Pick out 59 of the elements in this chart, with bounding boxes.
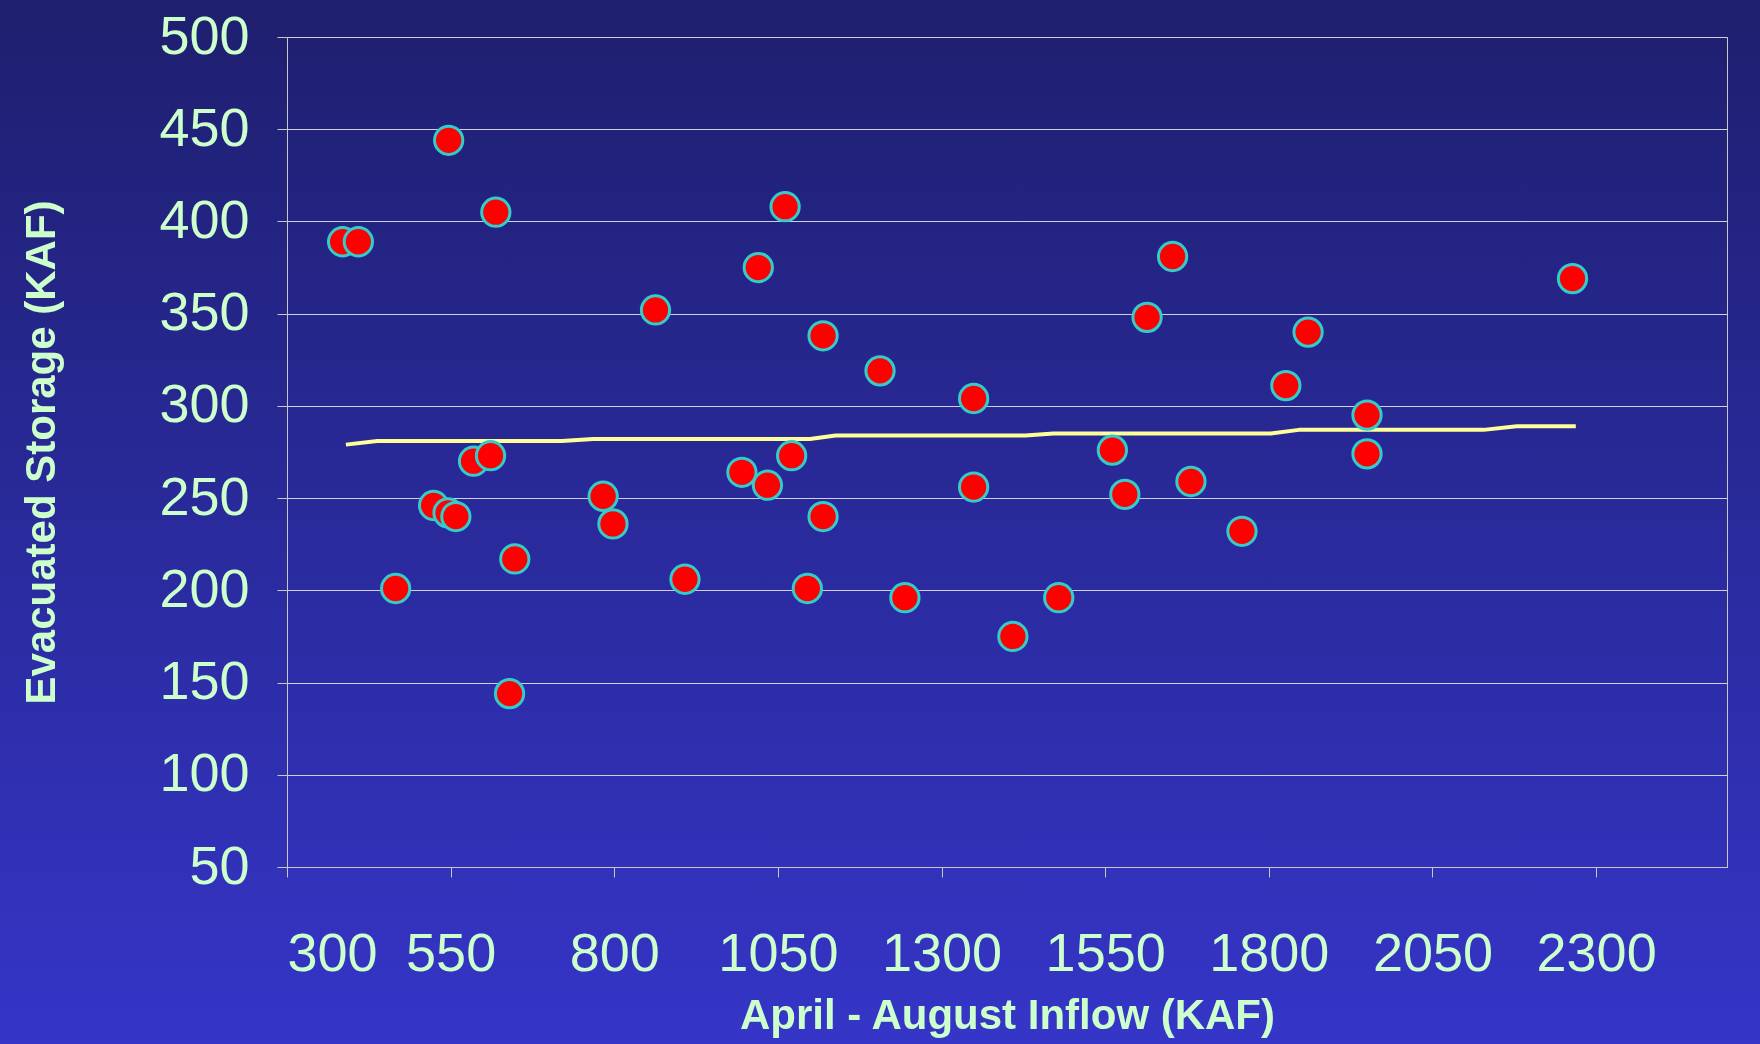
point (1043, 582, 1075, 614)
point (1131, 301, 1163, 333)
x-tick-label: 550 (406, 921, 497, 982)
point (1556, 263, 1589, 295)
y-tick-label: 100 (159, 742, 250, 803)
point (769, 191, 801, 223)
line-series (343, 424, 1578, 447)
point (726, 456, 758, 488)
point (889, 582, 921, 614)
x-tick-label: 1300 (881, 921, 1003, 982)
y-tick-label: 450 (159, 96, 250, 157)
y-tick-label: 150 (159, 650, 250, 711)
point (499, 543, 531, 575)
point (342, 226, 374, 258)
point (474, 440, 507, 472)
point (1109, 478, 1141, 511)
x-tick-label: 1800 (1209, 921, 1330, 982)
point (669, 563, 701, 595)
y-tick-label: 400 (159, 188, 250, 249)
x-tick-label: 800 (569, 921, 660, 982)
point (587, 480, 619, 512)
point (776, 440, 808, 472)
point (791, 572, 824, 605)
x-tick-label: 2050 (1372, 921, 1494, 982)
y-tick-label: 250 (159, 465, 250, 526)
y-tick-label: 200 (159, 557, 250, 618)
point (1270, 369, 1302, 402)
point (433, 124, 465, 156)
point (380, 572, 412, 605)
point (751, 469, 784, 501)
point (480, 196, 512, 228)
point (742, 251, 774, 284)
point (957, 382, 990, 415)
point (1351, 438, 1383, 470)
y-axis-title: Evacuated Storage (KAF) (17, 200, 65, 705)
point (493, 678, 526, 710)
point (807, 320, 839, 352)
y-tick-label: 500 (159, 4, 250, 65)
point (440, 500, 472, 533)
point (997, 620, 1029, 653)
point (957, 471, 990, 503)
point (1292, 316, 1324, 348)
x-axis-title: April - August Inflow (KAF) (739, 990, 1276, 1038)
point (1156, 240, 1189, 273)
y-tick-label: 50 (189, 834, 250, 895)
point (639, 294, 672, 326)
x-tick-label: 1050 (718, 921, 839, 982)
point (1175, 465, 1207, 498)
x-tick-label: 300 (287, 921, 378, 982)
point (807, 500, 839, 533)
point (597, 508, 629, 540)
y-tick-label: 300 (159, 373, 250, 434)
point (1096, 434, 1129, 466)
x-tick-label: 1550 (1045, 921, 1166, 982)
y-tick-label: 350 (159, 281, 250, 342)
point (864, 355, 896, 387)
x-tick-label: 2300 (1536, 921, 1657, 982)
point (1351, 399, 1383, 431)
point (1226, 515, 1258, 547)
